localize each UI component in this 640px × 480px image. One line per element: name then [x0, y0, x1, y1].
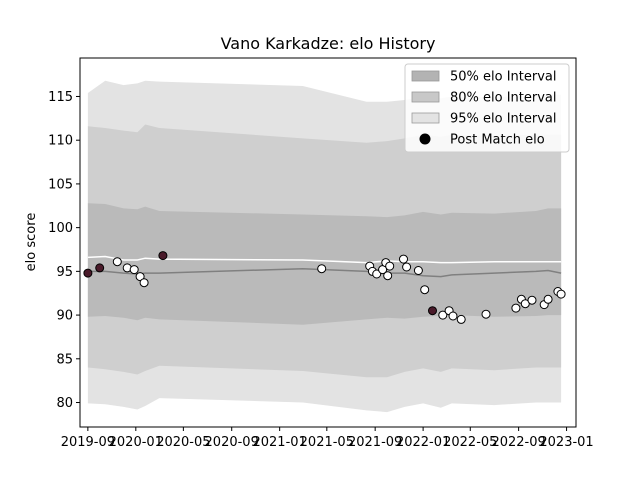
post-match-point [420, 285, 430, 295]
x-tick-label: 2021-09 [348, 435, 402, 450]
y-axis-label: elo score [24, 213, 39, 272]
x-tick-label: 2020-09 [205, 435, 259, 450]
y-axis: 80 85 90 95 100 105 110 115 [48, 90, 80, 411]
band-50 [87, 203, 562, 325]
post-match-point [372, 269, 382, 279]
chart-title: Vano Karkadze: elo History [221, 34, 436, 53]
post-match-point [438, 310, 448, 320]
legend-swatch [411, 91, 440, 103]
post-match-point [95, 263, 105, 273]
legend-marker [419, 133, 431, 145]
legend-label: Post Match elo [450, 133, 545, 148]
x-tick-label: 2023-01 [539, 435, 593, 450]
post-match-point [317, 264, 327, 274]
post-match-point [413, 266, 423, 275]
plot-area [83, 80, 566, 413]
legend-label: 95% elo Interval [450, 112, 557, 127]
post-match-points [83, 251, 566, 324]
y-tick-label: 115 [48, 90, 73, 105]
legend-label: 80% elo Interval [450, 91, 557, 106]
post-match-point [112, 257, 122, 267]
post-match-point [448, 311, 458, 321]
y-tick-label: 100 [48, 221, 73, 236]
post-match-point [511, 303, 521, 313]
post-match-point [402, 262, 412, 272]
post-match-point [543, 294, 553, 304]
post-match-point [456, 314, 466, 324]
legend-swatch [411, 70, 440, 82]
x-tick-label: 2022-05 [443, 435, 497, 450]
post-match-point [527, 295, 537, 305]
x-tick-label: 2022-01 [396, 435, 450, 450]
x-tick-label: 2020-01 [109, 435, 163, 450]
post-match-point [158, 251, 168, 261]
x-tick-label: 2021-05 [300, 435, 354, 450]
y-tick-label: 85 [56, 352, 73, 367]
post-match-point [139, 278, 149, 288]
axes-frame [79, 57, 577, 428]
x-axis: 2019-092020-012020-052020-092021-012021-… [61, 427, 594, 450]
y-tick-label: 80 [56, 396, 73, 411]
legend-frame [404, 63, 570, 153]
y-tick-label: 90 [56, 309, 73, 324]
post-match-point [481, 309, 491, 319]
y-tick-label: 95 [56, 265, 73, 280]
legend: 50% elo Interval 80% elo Interval 95% elo … [404, 63, 570, 153]
post-match-point [556, 289, 566, 299]
legend-swatch [411, 112, 440, 124]
y-tick-label: 110 [48, 134, 73, 149]
y-tick-label: 105 [48, 177, 73, 192]
x-tick-label: 2021-01 [252, 435, 306, 450]
post-match-point [135, 272, 145, 282]
post-match-point [399, 254, 408, 264]
post-match-point [83, 268, 93, 278]
post-match-point [428, 306, 437, 316]
x-tick-label: 2020-05 [156, 435, 210, 450]
x-tick-label: 2022-09 [491, 435, 545, 450]
post-match-point [385, 261, 395, 271]
post-match-point [129, 265, 139, 275]
legend-label: 50% elo Interval [450, 70, 557, 85]
x-tick-label: 2019-09 [61, 435, 115, 450]
post-match-point [383, 271, 393, 281]
